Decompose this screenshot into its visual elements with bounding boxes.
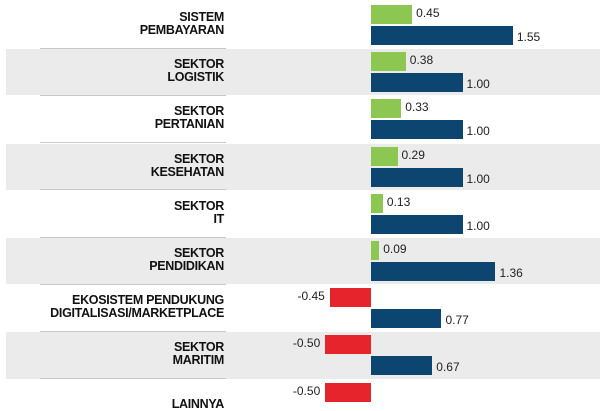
bar-series-2 [371,120,463,140]
bar-series-2 [371,167,463,187]
data-label: 0.33 [405,100,429,115]
category-label-line: SEKTOR [173,151,224,166]
category-label-line: IT [213,211,224,226]
data-label: 0.38 [409,53,434,68]
bar-series-1 [325,382,371,402]
row-band [6,238,600,285]
data-label: 0.77 [445,313,469,328]
data-label: 1.55 [516,30,541,44]
data-label: 1.00 [466,124,490,139]
category-label-line: SEKTOR [173,57,224,72]
category-label-line: KESEHATAN [150,164,225,179]
bar-series-1 [371,241,380,260]
category-label: EKOSISTEM PENDUKUNG DIGITALISASI/MARKETPL… [0,294,224,320]
bar-series-1 [325,335,371,355]
category-label: SEKTOR IT [0,198,224,226]
row-separator [40,142,226,144]
row-band [6,49,600,96]
row-separator [40,330,226,332]
category-label: SISTEM PEMBAYARAN [0,10,225,37]
row-separator [40,283,226,285]
bar-series-2 [371,356,433,376]
bar-series-1 [329,288,371,308]
data-label: -0.50 [292,383,321,398]
category-label: SEKTOR KESEHATAN [0,151,225,179]
data-label: 1.00 [466,171,490,186]
data-label: 0.67 [436,360,460,375]
category-label-line: PENDIDIKAN [149,259,224,273]
row-separator [40,378,226,380]
bar-series-1 [371,5,413,24]
bar-series-1 [371,52,406,72]
bar-series-2 [371,214,463,234]
bar-series-2 [371,73,463,93]
data-label: 1.00 [466,77,490,92]
category-label: SEKTOR LOGISTIK [0,58,224,84]
bar-series-1 [371,193,383,213]
data-label: 0.09 [383,242,407,256]
data-label: 1.36 [499,266,523,280]
bar-series-2 [371,262,496,281]
data-label: -0.45 [297,289,325,304]
bar-series-2 [371,26,513,45]
category-label-line: PERTANIAN [154,117,225,132]
category-label-line: SISTEM [179,10,224,24]
data-label: 0.45 [416,6,440,20]
category-label-line: SEKTOR [173,246,224,260]
category-label-line: SEKTOR [173,198,224,213]
category-label-line: SEKTOR [173,104,224,119]
category-label: SEKTOR PENDIDIKAN [0,247,224,273]
row-separator [40,94,226,96]
row-separator [40,189,226,191]
bar-chart: SISTEM PEMBAYARAN 0.45 1.55 SEKTOR LOGISTIK 0.… [0,5,600,410]
category-label-line: LOGISTIK [167,70,224,85]
bar-series-1 [371,146,398,166]
category-label-line: SEKTOR [173,340,224,355]
category-label-line: DIGITALISASI/MARKETPLACE [50,306,224,321]
bar-series-1 [371,99,402,119]
row-band [6,332,600,379]
row-separator [40,236,226,238]
row-separator [40,47,226,49]
category-label: SEKTOR PERTANIAN [0,104,225,132]
data-label: -0.50 [292,336,321,351]
bar-series-2 [371,309,442,329]
category-label-line: EKOSISTEM PENDUKUNG [72,293,224,308]
data-label: 1.00 [466,218,490,233]
category-label-line: MARITIM [172,353,225,368]
data-label: 0.29 [401,147,425,162]
row-band [6,143,600,190]
category-label: SEKTOR MARITIM [0,340,225,368]
category-label-line: PEMBAYARAN [139,23,225,37]
data-label: 0.13 [386,194,411,209]
